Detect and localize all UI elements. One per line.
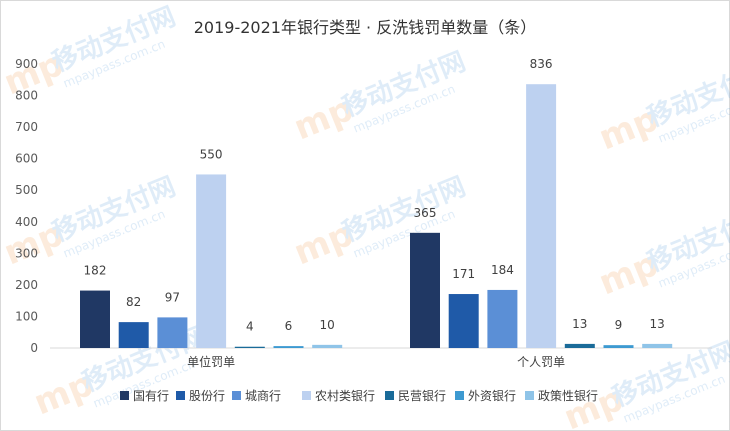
legend: 国有行 股份行 城商行 农村类银行 民营银行 外资银行 政策性银行 [120, 388, 598, 403]
legend-label: 外资银行 [468, 389, 516, 403]
legend-swatch [385, 391, 394, 400]
y-tick-label: 400 [15, 215, 38, 229]
legend-item: 外资银行 [455, 389, 516, 403]
legend-item: 国有行 [120, 389, 169, 403]
legend-item: 城商行 [232, 388, 281, 403]
legend-label: 股份行 [189, 389, 225, 403]
y-tick-label: 300 [15, 246, 38, 260]
data-label: 97 [165, 290, 180, 304]
y-tick-label: 700 [15, 120, 38, 134]
y-tick-label: 100 [15, 309, 38, 323]
legend-swatch [455, 391, 464, 400]
legend-swatch [232, 391, 241, 400]
y-tick-label: 600 [15, 152, 38, 166]
data-label: 184 [491, 263, 514, 277]
bar [603, 345, 634, 348]
legend-swatch [176, 391, 185, 400]
category-label: 单位罚单 [187, 354, 235, 369]
data-label: 6 [285, 319, 293, 333]
bar [642, 343, 673, 348]
legend-item: 政策性银行 [525, 389, 598, 403]
bar [487, 289, 518, 348]
bar [312, 344, 343, 348]
data-label: 9 [615, 318, 623, 332]
y-tick-label: 0 [30, 341, 38, 355]
data-labels: 182 82 97 550 4 6 10 365 171 184 836 13 9 13 [84, 57, 665, 334]
data-label: 365 [414, 206, 437, 220]
y-tick-label: 200 [15, 278, 38, 292]
category-label: 个人罚单 [517, 355, 565, 369]
legend-swatch [120, 391, 129, 400]
data-label: 13 [650, 317, 665, 331]
data-label: 13 [572, 317, 587, 331]
legend-label: 城商行 [245, 388, 281, 403]
data-label: 4 [246, 320, 254, 334]
legend-swatch [302, 391, 311, 400]
data-label: 182 [84, 264, 107, 278]
category-labels: 单位罚单 个人罚单 [187, 354, 565, 369]
bars [80, 84, 673, 348]
data-label: 82 [126, 295, 141, 309]
bar [80, 290, 110, 348]
bar [273, 346, 304, 348]
y-tick-label: 900 [15, 57, 38, 71]
data-label: 836 [530, 57, 553, 71]
data-label: 550 [200, 147, 223, 161]
legend-swatch [525, 391, 534, 400]
legend-label: 政策性银行 [538, 389, 598, 403]
y-tick-label: 500 [15, 183, 38, 197]
data-label: 171 [452, 267, 475, 281]
bar [234, 346, 265, 348]
legend-label: 民营银行 [398, 389, 446, 403]
bar [196, 174, 227, 348]
chart-title: 2019-2021年银行类型 · 反洗钱罚单数量（条） [193, 18, 537, 37]
legend-item: 股份行 [176, 389, 225, 403]
bar [564, 343, 595, 348]
legend-item: 民营银行 [385, 389, 446, 403]
bar [410, 232, 440, 348]
bar [157, 317, 188, 348]
legend-label: 国有行 [133, 389, 169, 403]
legend-label: 农村类银行 [315, 389, 375, 403]
y-tick-label: 800 [15, 89, 38, 103]
bar [448, 294, 479, 348]
bar [526, 84, 557, 348]
data-label: 10 [320, 318, 335, 332]
bar [118, 322, 149, 348]
legend-item: 农村类银行 [302, 389, 375, 403]
